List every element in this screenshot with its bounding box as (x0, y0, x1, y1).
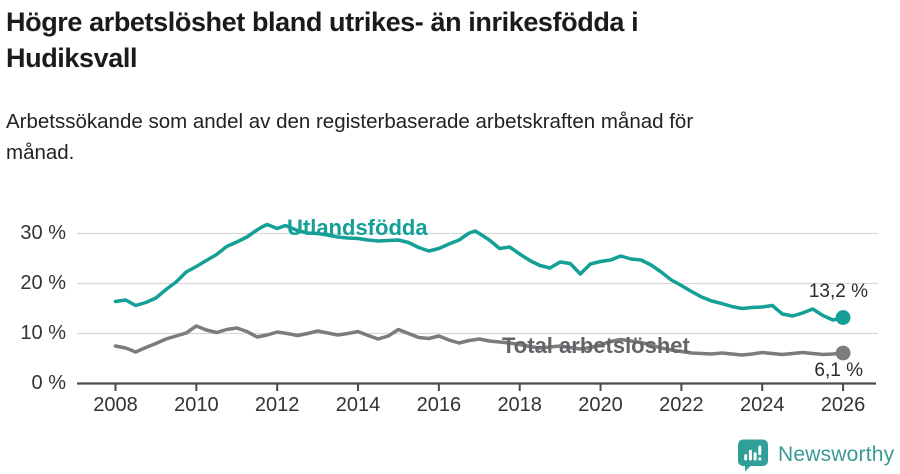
title-line-2: Hudiksvall (6, 43, 138, 73)
x-axis-tick-label: 2012 (254, 394, 300, 416)
x-axis-tick-label: 2026 (820, 394, 866, 416)
y-axis-tick-label: 20 % (20, 271, 66, 294)
end-value-label-total-arbetsloshet: 6,1 % (814, 360, 863, 381)
x-axis-tick-label: 2014 (335, 394, 381, 416)
title-line-1: Högre arbetslöshet bland utrikes- än inr… (6, 7, 639, 37)
x-axis-tick-label: 2010 (174, 394, 219, 416)
x-axis-tick-label: 2022 (659, 394, 704, 416)
y-axis-tick-label: 10 % (20, 321, 66, 344)
chart-subtitle: Arbetssökande som andel av den registerb… (6, 106, 866, 168)
x-axis-tick-label: 2016 (416, 394, 462, 416)
y-axis-tick-label: 0 % (31, 371, 66, 394)
subtitle-line-1: Arbetssökande som andel av den registerb… (6, 110, 694, 133)
x-axis-tick-label: 2008 (93, 394, 138, 416)
newsworthy-logo: Newsworthy (737, 438, 894, 472)
bar-chart-speech-bubble-icon (738, 439, 768, 471)
x-axis-tick-label: 2020 (578, 394, 623, 416)
end-value-label-utlandsfodda: 13,2 % (808, 281, 868, 302)
x-axis-tick-label: 2018 (497, 394, 542, 416)
x-axis-tick-label: 2024 (739, 394, 785, 416)
page-title: Högre arbetslöshet bland utrikes- än inr… (6, 4, 896, 76)
subtitle-line-2: månad. (6, 141, 75, 164)
newsworthy-logo-text: Newsworthy (778, 443, 895, 466)
series-label-utlandsfodda: Utlandsfödda (287, 215, 428, 240)
series-label-total-arbetsloshet: Total arbetslöshet (502, 333, 690, 358)
y-axis-tick-label: 30 % (20, 221, 66, 244)
